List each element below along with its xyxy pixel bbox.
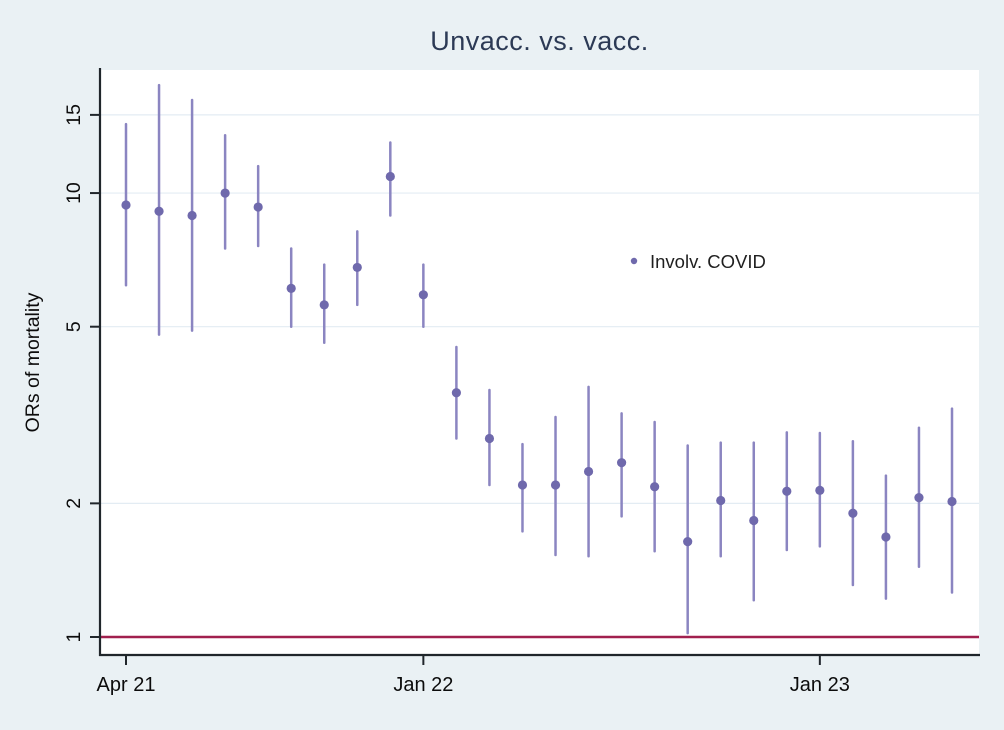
x-tick-label: Apr 21 bbox=[97, 674, 156, 696]
point-marker bbox=[947, 496, 957, 507]
y-tick-label: 10 bbox=[63, 182, 85, 204]
point-marker bbox=[815, 485, 825, 495]
point-marker bbox=[187, 210, 197, 221]
chart-title: Unvacc. vs. vacc. bbox=[430, 26, 649, 56]
point-marker bbox=[683, 537, 693, 547]
y-tick-label: 1 bbox=[63, 632, 85, 643]
point-marker bbox=[716, 495, 726, 506]
point-marker bbox=[220, 188, 230, 198]
point-marker bbox=[418, 290, 428, 300]
y-tick-label: 5 bbox=[63, 321, 85, 332]
point-marker bbox=[914, 493, 924, 503]
point-marker bbox=[385, 171, 395, 182]
legend-label: Involv. COVID bbox=[650, 251, 766, 272]
point-marker bbox=[286, 283, 296, 293]
point-marker bbox=[617, 458, 627, 468]
y-tick-label: 2 bbox=[63, 498, 85, 509]
point-marker bbox=[319, 300, 329, 310]
x-tick-label: Jan 23 bbox=[790, 674, 850, 696]
point-marker bbox=[451, 388, 461, 398]
point-marker bbox=[484, 433, 495, 444]
point-marker bbox=[650, 482, 660, 492]
y-axis-title: ORs of mortality bbox=[22, 292, 44, 432]
point-marker bbox=[517, 480, 528, 490]
plot-area bbox=[100, 70, 979, 655]
x-tick-label: Jan 22 bbox=[393, 674, 453, 696]
point-marker bbox=[848, 508, 858, 518]
point-marker bbox=[154, 206, 164, 216]
y-tick-label: 15 bbox=[63, 104, 85, 126]
point-marker bbox=[253, 202, 263, 212]
point-marker bbox=[782, 486, 792, 496]
point-marker bbox=[352, 262, 362, 273]
legend-marker-icon bbox=[630, 257, 638, 265]
point-marker bbox=[881, 532, 891, 542]
point-marker bbox=[583, 466, 594, 477]
point-marker bbox=[749, 515, 759, 526]
point-marker bbox=[121, 200, 131, 210]
point-marker bbox=[550, 480, 561, 490]
